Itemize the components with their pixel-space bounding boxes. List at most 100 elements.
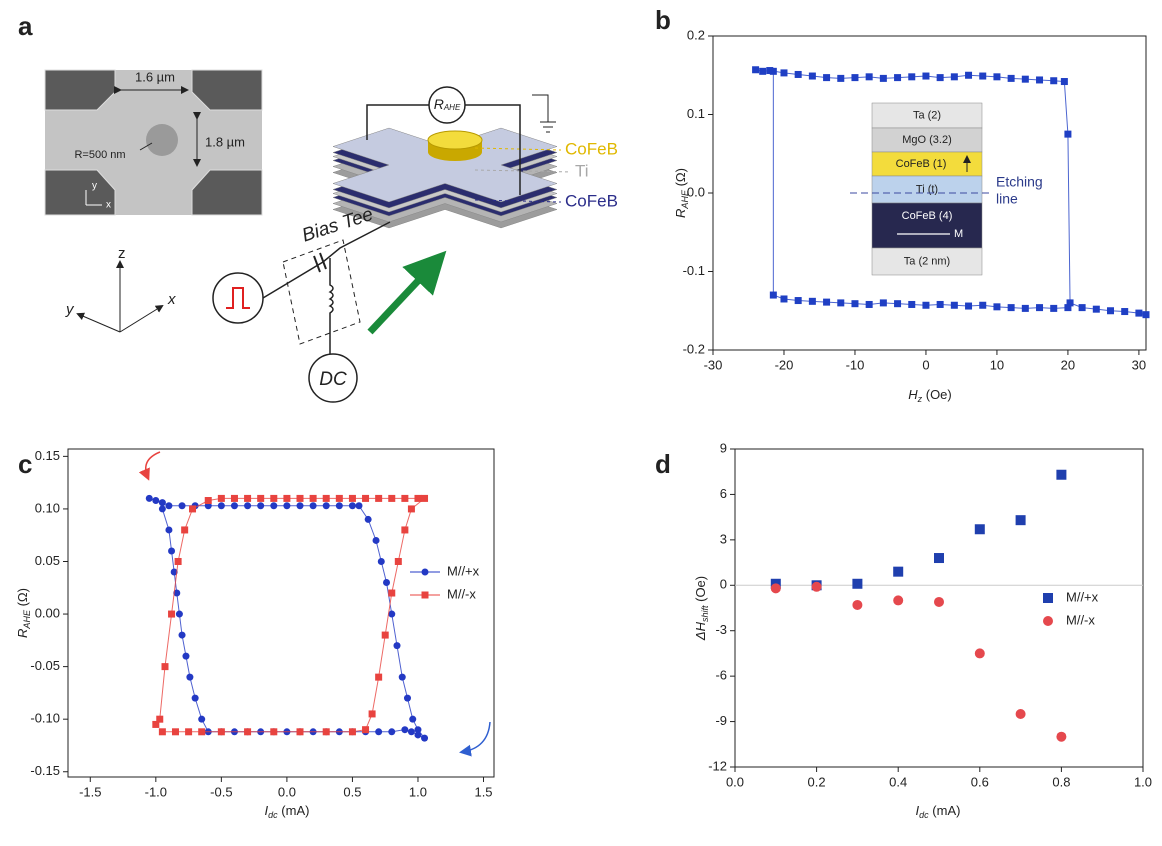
layer-label: CoFeB (565, 139, 618, 158)
pad (44, 169, 116, 216)
x-tick-label: 0.4 (889, 774, 907, 789)
y-tick-label: -0.10 (30, 711, 60, 726)
marker (769, 67, 777, 75)
inductor (328, 258, 334, 355)
y-tick-label: 0.10 (35, 500, 60, 515)
axis-label-main: H (908, 387, 918, 402)
wire (465, 104, 521, 195)
marker (375, 494, 383, 502)
marker (837, 74, 845, 82)
meter-sub: AHE (443, 103, 461, 112)
panel-label: b (655, 5, 671, 35)
marker (965, 302, 973, 310)
x-tick-label: -0.5 (210, 784, 232, 799)
plot-frame (734, 448, 1144, 768)
coordinate-axes: z x y (65, 245, 176, 333)
legend-label: M//-x (447, 586, 476, 601)
marker (1015, 515, 1026, 526)
axis-label-rest: (Ω) (673, 168, 688, 190)
marker (388, 494, 396, 502)
marker (244, 494, 252, 502)
pad (191, 69, 263, 111)
marker (348, 494, 356, 502)
marker (348, 728, 356, 736)
marker (375, 673, 383, 681)
dc-source (308, 353, 358, 403)
marker (823, 74, 831, 82)
marker (1060, 78, 1068, 86)
marker (388, 589, 396, 597)
marker (204, 497, 212, 505)
marker (152, 720, 160, 728)
marker (178, 631, 186, 639)
marker (1092, 305, 1100, 313)
y-tick-label: -0.05 (30, 658, 60, 673)
y-tick-label: -0.2 (683, 341, 705, 356)
axis-label-main: I (265, 803, 269, 818)
x-tick-label: 0.8 (1052, 774, 1070, 789)
marker (388, 610, 396, 618)
inset-layer-label: MgO (3.2) (902, 134, 952, 146)
x-tick-label: -1.0 (145, 784, 167, 799)
marker (322, 728, 330, 736)
marker (178, 502, 186, 510)
marker (1078, 304, 1086, 312)
marker (283, 502, 291, 510)
ground (532, 94, 556, 133)
marker (409, 715, 417, 723)
y-tick-label: 0.15 (35, 448, 60, 463)
axis-z-label: z (118, 245, 126, 262)
dc-label: DC (319, 369, 347, 390)
marker (398, 673, 406, 681)
marker (893, 566, 904, 577)
inset-layer-label: CoFeB (1) (896, 158, 947, 170)
pad (191, 169, 263, 216)
marker (181, 526, 189, 534)
marker (851, 74, 859, 82)
marker (158, 728, 166, 736)
marker (335, 502, 343, 510)
y-tick-label: -0.1 (683, 263, 705, 278)
marker (1064, 130, 1072, 138)
device: CoFeB Ti CoFeB (332, 127, 618, 229)
marker (979, 301, 987, 309)
pulse-source (212, 272, 264, 324)
inset-layer (871, 247, 983, 276)
marker (1064, 304, 1072, 312)
marker (182, 652, 190, 660)
inset-layer (871, 127, 983, 153)
axis-x-label: x (167, 291, 176, 308)
marker (934, 553, 944, 564)
marker (217, 728, 225, 736)
axis-label-main: ΔH (693, 621, 708, 641)
marker (257, 494, 265, 502)
leader-line (474, 199, 562, 203)
meter-main: R (434, 96, 444, 112)
x-tick-label: 0 (922, 357, 929, 372)
layer-label: Ti (575, 161, 589, 180)
marker (217, 502, 225, 510)
y-tick-label: -9 (715, 713, 727, 728)
marker (934, 596, 944, 607)
marker (270, 494, 278, 502)
marker (394, 557, 402, 565)
marker (381, 631, 389, 639)
marker (1036, 76, 1044, 84)
marker (375, 728, 383, 736)
y-tick-label: 0.05 (35, 553, 60, 568)
marker (908, 300, 916, 308)
marker (393, 642, 401, 650)
marker (421, 494, 429, 502)
y-tick-label: -0.15 (30, 763, 60, 778)
y-tick-label: 0 (720, 577, 727, 592)
axis-label-sub: z (917, 394, 923, 404)
marker (1007, 304, 1015, 312)
x-tick-label: -20 (775, 357, 794, 372)
legend-marker (1043, 616, 1053, 626)
axis-label: Hz (Oe) (908, 387, 952, 404)
marker (780, 295, 788, 303)
sweep-arrow (459, 721, 491, 757)
y-tick-label: -3 (715, 622, 727, 637)
legend-marker (1043, 593, 1053, 603)
marker (759, 67, 767, 75)
